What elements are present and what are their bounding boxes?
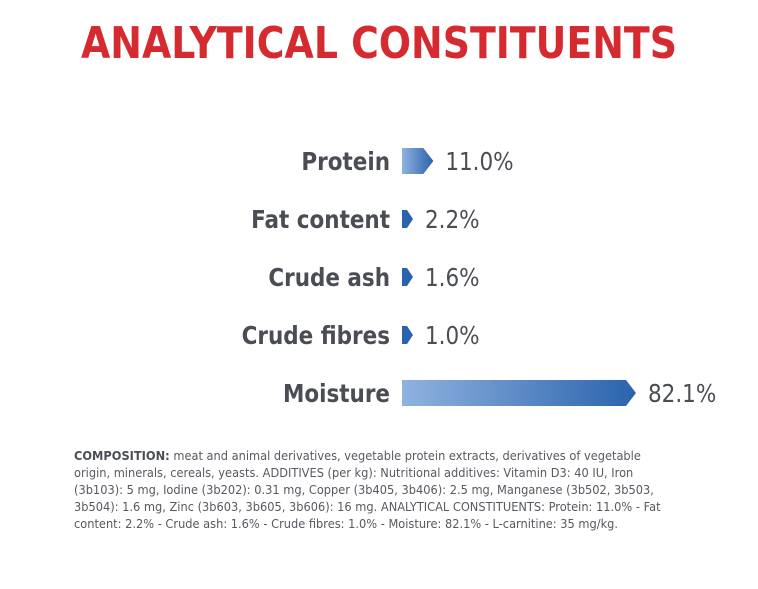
value-label-protein: 11.0% (445, 147, 513, 176)
category-label-moisture: Moisture (283, 379, 390, 408)
bar-crude-fibres (402, 326, 413, 344)
category-label-fat-content: Fat content (251, 205, 390, 234)
bars-group: Protein 11.0% Fat content 2.2% Crude ash 1.6%… (242, 147, 717, 408)
category-label-protein: Protein (301, 147, 390, 176)
value-label-fat-content: 2.2% (425, 205, 480, 234)
value-label-crude-fibres: 1.0% (425, 321, 480, 350)
bar-protein (402, 148, 434, 174)
category-label-crude-fibres: Crude fibres (242, 321, 390, 350)
value-label-moisture: 82.1% (648, 379, 716, 408)
bar-fat-content (402, 210, 413, 228)
page-title: ANALYTICAL CONSTITUENTS (81, 18, 677, 69)
composition-heading: COMPOSITION: (74, 448, 170, 463)
bar-moisture (402, 380, 636, 406)
category-label-crude-ash: Crude ash (268, 263, 390, 292)
constituents-bar-chart: Protein 11.0% Fat content 2.2% Crude ash 1.6%… (242, 147, 717, 408)
value-label-crude-ash: 1.6% (425, 263, 480, 292)
composition-body: meat and animal derivatives, vegetable p… (74, 448, 661, 531)
composition-text: COMPOSITION: meat and animal derivatives… (74, 447, 663, 532)
bar-crude-ash (402, 268, 413, 286)
